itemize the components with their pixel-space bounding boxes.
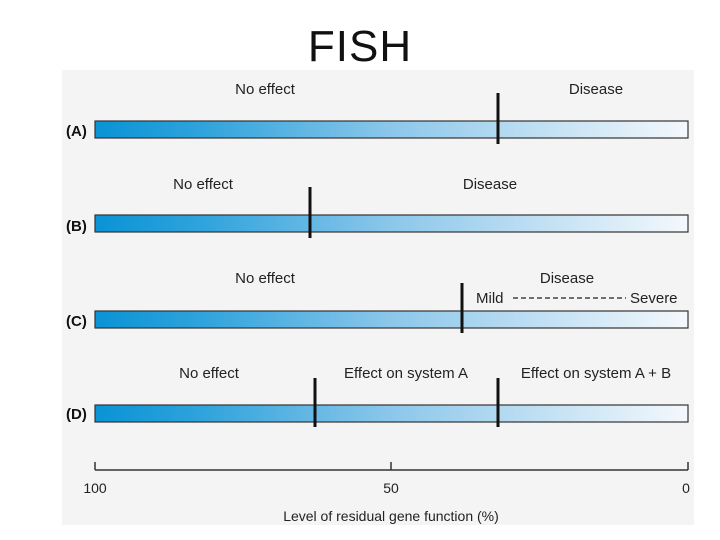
row-c-region-disease: Disease — [540, 270, 594, 287]
slide-title: FISH — [307, 22, 413, 71]
row-b-region-no-effect: No effect — [173, 176, 234, 193]
row-c-label: (C) — [66, 313, 87, 330]
axis-label: Level of residual gene function (%) — [283, 508, 499, 524]
row-b-label: (B) — [66, 218, 87, 235]
row-d-label: (D) — [66, 406, 87, 423]
row-c-scale-severe: Severe — [630, 290, 678, 307]
row-c-bar — [94, 310, 689, 329]
row-a-region-disease: Disease — [569, 81, 623, 98]
axis-tick-label-0: 0 — [682, 480, 690, 496]
row-a-bar — [94, 120, 689, 139]
row-d-region-no-effect: No effect — [179, 365, 240, 382]
row-c-region-no-effect: No effect — [235, 270, 296, 287]
axis-tick-label-100: 100 — [83, 480, 107, 496]
row-d-region-system-a-b: Effect on system A + B — [521, 365, 671, 382]
row-b-region-disease: Disease — [463, 176, 517, 193]
axis-tick-label-50: 50 — [383, 480, 399, 496]
row-a-label: (A) — [66, 123, 87, 140]
row-a-region-no-effect: No effect — [235, 81, 296, 98]
row-d-bar — [94, 404, 689, 423]
row-c-scale-mild: Mild — [476, 290, 504, 307]
row-d-region-system-a: Effect on system A — [344, 365, 468, 382]
row-b-bar — [94, 214, 689, 233]
